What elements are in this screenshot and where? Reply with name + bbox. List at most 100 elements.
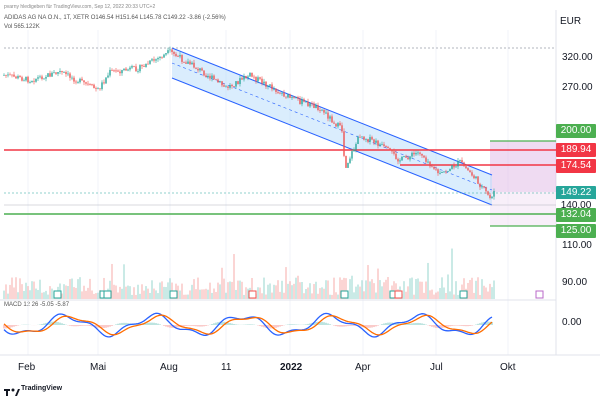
- candle-body: [197, 69, 198, 71]
- volume-bar: [487, 292, 488, 299]
- candle-body: [147, 64, 148, 65]
- candle-body: [49, 73, 50, 76]
- volume-bar: [229, 281, 230, 299]
- volume-bar: [411, 278, 412, 299]
- macd-histogram-bar: [423, 324, 424, 325]
- volume-bar: [137, 285, 138, 299]
- candle-body: [389, 148, 390, 150]
- volume-bar: [489, 284, 490, 299]
- volume-bar: [313, 284, 314, 299]
- earnings-icon[interactable]: [249, 291, 256, 298]
- candle-body: [11, 75, 12, 76]
- volume-bar: [161, 281, 162, 299]
- candle-body: [125, 69, 126, 71]
- volume-bar: [125, 287, 126, 299]
- volume-bar: [157, 293, 158, 299]
- macd-histogram-bar: [387, 323, 388, 325]
- volume-bar: [61, 294, 62, 299]
- earnings-icon[interactable]: [54, 291, 61, 298]
- volume-bar: [73, 287, 74, 299]
- candle-body: [37, 77, 38, 78]
- candle-body: [97, 88, 98, 89]
- volume-bar: [335, 292, 336, 299]
- dividend-icon[interactable]: [395, 291, 402, 298]
- earnings-icon[interactable]: [341, 291, 348, 298]
- price-tag-last[interactable]: 149.22: [556, 186, 596, 200]
- channel-lower-line[interactable]: [172, 78, 492, 205]
- macd-histogram-bar: [305, 324, 306, 325]
- candle-body: [233, 86, 234, 87]
- candle-body: [117, 71, 118, 72]
- candle-body: [353, 150, 354, 152]
- candle-body: [221, 81, 222, 85]
- candle-body: [323, 110, 324, 113]
- volume-bar: [153, 289, 154, 299]
- volume-bar: [17, 292, 18, 299]
- macd-label-zero: 0.00: [562, 317, 581, 328]
- candle-body: [257, 77, 258, 81]
- downtrend-channel[interactable]: [172, 48, 492, 205]
- price-tag-125[interactable]: 125.00: [556, 224, 596, 238]
- candle-body: [453, 165, 454, 167]
- candle-body: [15, 77, 16, 79]
- candle-body: [199, 68, 200, 70]
- volume-bar: [329, 295, 330, 299]
- macd-histogram-bar: [433, 325, 434, 327]
- macd-histogram-bar: [125, 323, 126, 325]
- macd-histogram-bar: [409, 324, 410, 325]
- volume-bar: [453, 295, 454, 299]
- time-label-11: 11: [221, 362, 231, 373]
- channel-upper-line[interactable]: [172, 48, 492, 175]
- candle-body: [239, 78, 240, 84]
- candle-body: [67, 74, 68, 75]
- volume-bar: [485, 288, 486, 299]
- candle-body: [335, 124, 336, 127]
- macd-histogram-bar: [73, 325, 74, 326]
- macd-histogram-bar: [447, 325, 448, 327]
- macd-histogram-bar: [431, 325, 432, 327]
- candle-body: [227, 86, 228, 87]
- price-tag-200[interactable]: 200.00: [556, 124, 596, 138]
- target-zone[interactable]: [490, 141, 556, 192]
- candle-body: [177, 56, 178, 57]
- candle-body: [375, 141, 376, 143]
- candle-body: [163, 55, 164, 58]
- volume-bar: [167, 282, 168, 299]
- volume-bar: [277, 280, 278, 299]
- macd-line: [4, 313, 492, 337]
- volume-bar: [413, 295, 414, 299]
- tradingview-logo-icon[interactable]: TradingView: [4, 384, 46, 394]
- earnings-icon[interactable]: [170, 291, 177, 298]
- volume-bar: [359, 287, 360, 299]
- macd-histogram-bar: [61, 323, 62, 325]
- candle-body: [379, 144, 380, 145]
- volume-bar: [193, 279, 194, 299]
- candle-body: [275, 89, 276, 92]
- candle-body: [193, 63, 194, 68]
- volume-bar: [215, 292, 216, 299]
- volume-bar: [41, 293, 42, 299]
- candle-body: [253, 77, 254, 78]
- risk-zone[interactable]: [490, 192, 556, 226]
- macd-histogram-bar: [191, 325, 192, 326]
- price-tag-174[interactable]: 174.54: [556, 159, 596, 173]
- candle-body: [459, 160, 460, 161]
- candle-body: [203, 70, 204, 75]
- dividend-icon[interactable]: [104, 291, 111, 298]
- candle-body: [133, 66, 134, 67]
- candle-body: [475, 176, 476, 178]
- candle-body: [3, 75, 4, 76]
- time-label-aug: Aug: [160, 362, 178, 373]
- macd-histogram-bar: [155, 323, 156, 325]
- candle-body: [185, 62, 186, 63]
- volume-bar: [471, 278, 472, 299]
- price-tag-189[interactable]: 189.94: [556, 143, 596, 157]
- earnings-icon[interactable]: [536, 291, 543, 298]
- volume-bar: [191, 285, 192, 299]
- earnings-icon[interactable]: [460, 291, 467, 298]
- price-tag-132[interactable]: 132.04: [556, 208, 596, 222]
- macd-histogram-bar: [15, 325, 16, 326]
- macd-histogram-bar: [13, 325, 14, 327]
- candle-body: [85, 82, 86, 83]
